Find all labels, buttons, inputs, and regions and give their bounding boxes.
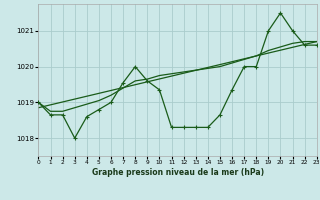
X-axis label: Graphe pression niveau de la mer (hPa): Graphe pression niveau de la mer (hPa) [92,168,264,177]
